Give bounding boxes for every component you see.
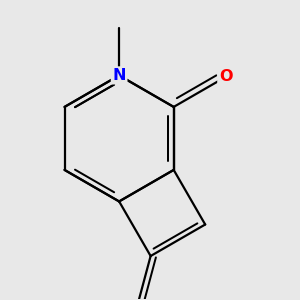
Text: N: N <box>112 68 126 83</box>
Text: O: O <box>219 70 232 85</box>
